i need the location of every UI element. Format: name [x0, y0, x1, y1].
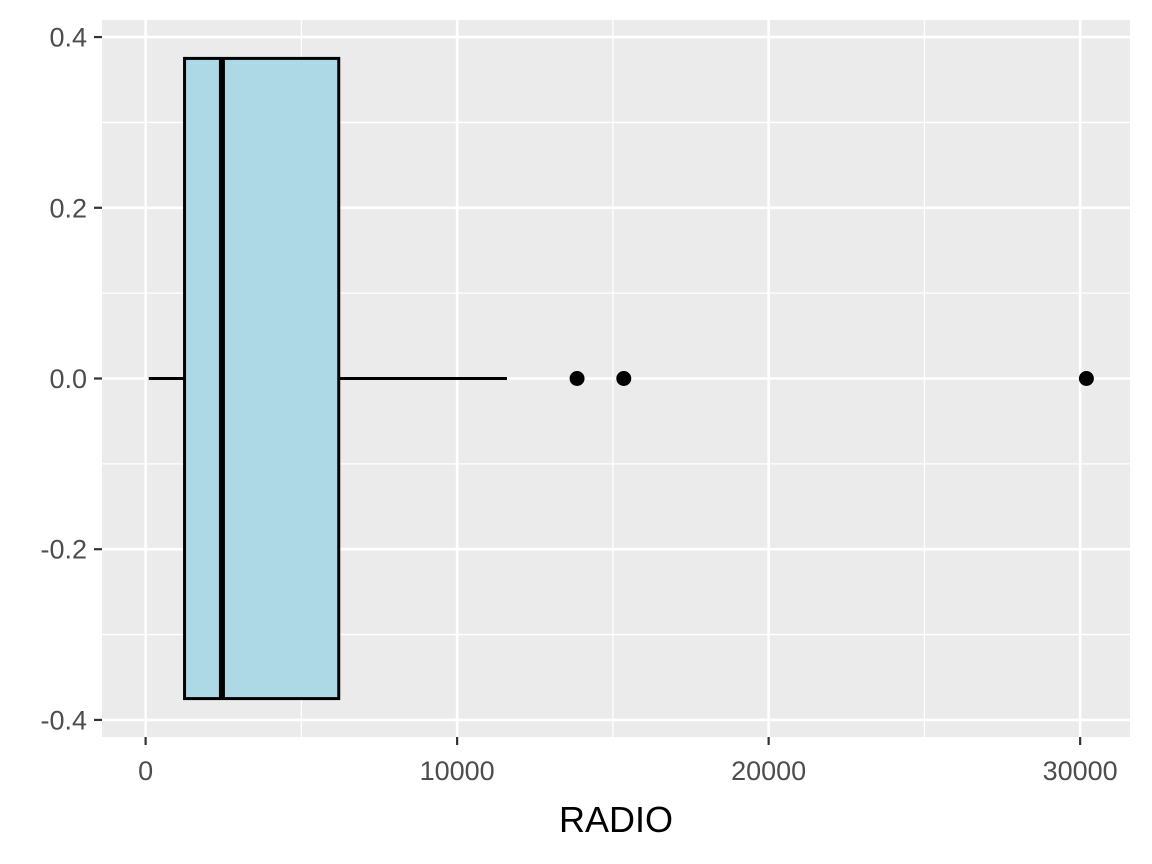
outlier-point	[616, 371, 632, 386]
outlier-point	[1078, 371, 1094, 386]
y-tick-label: -0.4	[40, 705, 87, 735]
x-tick-label: 20000	[731, 756, 806, 786]
box-layer	[148, 56, 507, 701]
outlier-point	[569, 371, 585, 386]
y-tick-label: 0.2	[49, 193, 87, 223]
x-axis-title: RADIO	[559, 799, 673, 840]
x-axis: 0 10000 20000 30000	[138, 737, 1118, 786]
outlier-points	[569, 371, 1094, 386]
y-tick-label: 0.4	[49, 23, 87, 53]
x-tick-label: 10000	[420, 756, 495, 786]
x-tick-label: 0	[138, 756, 153, 786]
y-axis: -0.4 -0.2 0.0 0.2 0.4	[40, 23, 102, 735]
y-tick-label: -0.2	[40, 535, 87, 565]
y-tick-label: 0.0	[49, 364, 87, 394]
iqr-box	[183, 56, 341, 701]
x-tick-label: 30000	[1043, 756, 1118, 786]
